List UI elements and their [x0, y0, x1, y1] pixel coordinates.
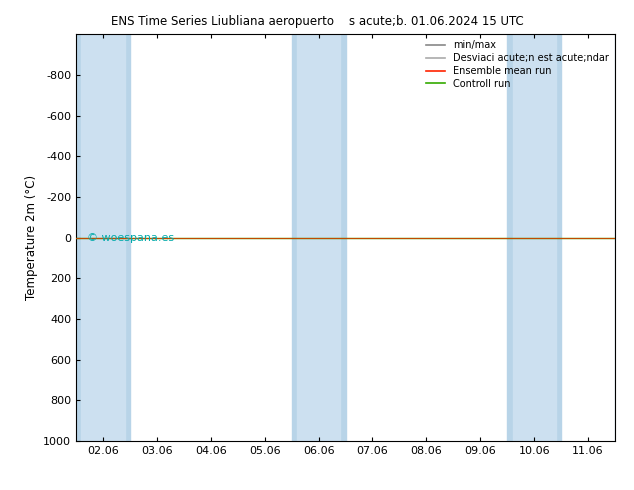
Legend: min/max, Desviaci acute;n est acute;ndar, Ensemble mean run, Controll run: min/max, Desviaci acute;n est acute;ndar…: [422, 36, 613, 93]
Text: © woespana.es: © woespana.es: [87, 233, 174, 243]
Y-axis label: Temperature 2m (°C): Temperature 2m (°C): [25, 175, 37, 300]
Bar: [81, 34, 124, 441]
Bar: [512, 34, 555, 441]
Bar: [76, 34, 130, 441]
Bar: [292, 34, 346, 441]
Bar: [615, 34, 634, 441]
Text: ENS Time Series Liubliana aeropuerto    s acute;b. 01.06.2024 15 UTC: ENS Time Series Liubliana aeropuerto s a…: [110, 15, 524, 28]
Bar: [620, 34, 634, 441]
Bar: [507, 34, 561, 441]
Bar: [297, 34, 340, 441]
